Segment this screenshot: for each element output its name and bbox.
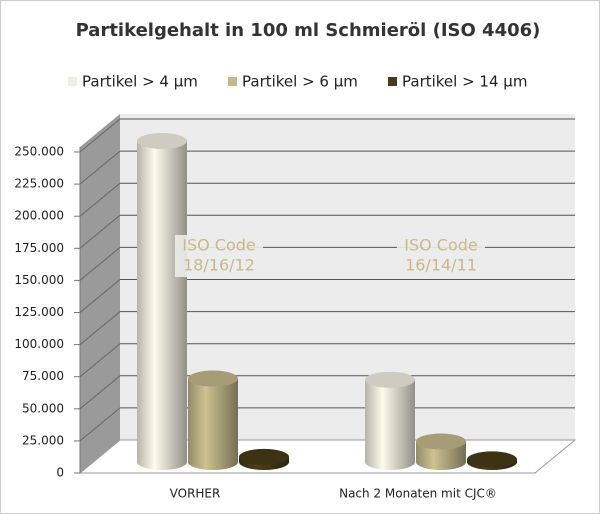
cylinder-top [416,433,466,450]
grid-line [79,407,121,442]
y-tick-label: 125.000 [14,305,64,319]
cylinder [416,433,466,470]
y-tick-label: 50.000 [22,401,64,415]
x-tick-label: Nach 2 Monaten mit CJC® [339,487,497,501]
y-tick-label: 175.000 [14,241,64,255]
annotation: ISO Code [404,236,478,255]
cylinder-top [365,371,415,388]
cylinder-top [467,451,517,468]
x-tick-label: VORHER [170,487,221,501]
legend-swatch [228,77,237,86]
cylinder [467,451,517,470]
legend-label: Partikel > 6 µm [242,73,358,91]
annotation-box [175,235,263,277]
cylinder-top [239,448,289,465]
grid-line [79,311,121,345]
cylinder-body [137,141,187,462]
legend-label: Partikel > 4 µm [82,73,198,91]
legend-label: Partikel > 14 µm [402,73,527,91]
y-tick-label: 200.000 [14,209,64,223]
y-tick-label: 100.000 [14,337,64,351]
annotation: 16/14/11 [405,256,477,275]
annotation: 18/16/12 [183,256,255,275]
legend-swatch [388,77,397,86]
grid-line [79,182,121,217]
cylinder-body [365,379,415,462]
legend-swatch [68,77,77,86]
y-tick-label: 250.000 [14,145,64,159]
side-wall [80,114,120,473]
grid-line [79,150,121,185]
cylinder [239,448,289,470]
grid-line [79,375,121,410]
chart-title: Partikelgehalt in 100 ml Schmieröl (ISO … [76,20,541,41]
y-tick-label: 150.000 [14,273,64,287]
cylinder-top [137,133,187,149]
grid-line [79,214,121,249]
cylinder [365,371,415,470]
cylinder-body [188,378,238,462]
y-tick-label: 225.000 [14,177,64,191]
cylinder [137,133,187,470]
grid-line [79,343,121,378]
y-tick-label: 25.000 [22,433,64,447]
grid-line [79,247,121,281]
annotation: ISO Code [182,236,256,255]
grid-line [79,279,121,313]
cylinder-top [188,370,238,387]
grid-line [79,118,121,153]
annotation-box [397,235,485,277]
y-tick-label: 75.000 [22,369,64,383]
y-tick-label: 0 [56,466,64,480]
cylinder [188,370,238,470]
